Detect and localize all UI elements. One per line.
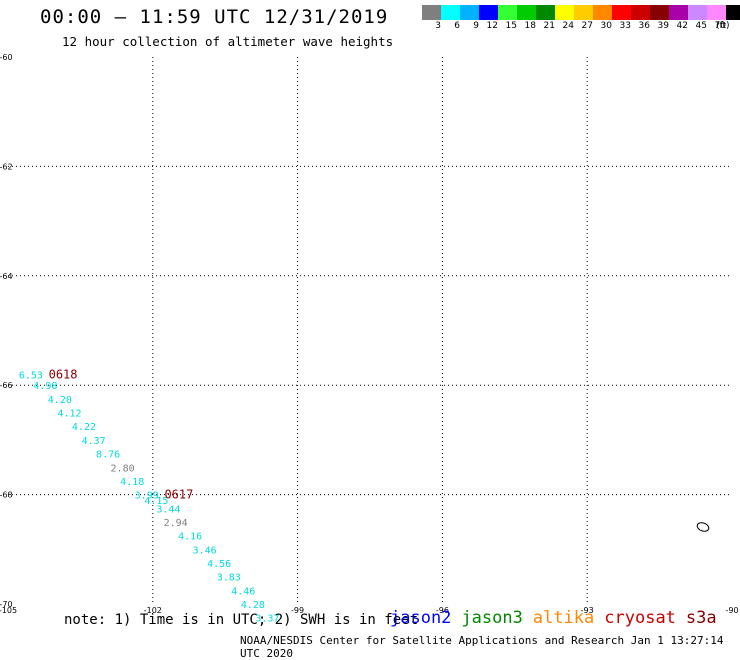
colorbar-label: 21 [543,21,555,31]
swh-value: 4.28 [241,600,265,611]
legend-item-jason3: jason3 [461,608,523,628]
swh-value: 3.99 [135,491,159,502]
colorbar-swatch [707,5,726,20]
lat-tick-label: -66 [0,381,13,390]
colorbar-swatch [441,5,460,20]
lon-tick-label: -96 [436,606,449,615]
swh-value: 3.46 [193,545,217,556]
swh-value: 3.37 [255,614,279,625]
colorbar-label: 9 [473,21,479,31]
swh-value: 4.56 [207,559,231,570]
lon-tick-label: -93 [581,606,594,615]
swh-value: 6.53 [19,370,43,381]
colorbar-swatch [460,5,479,20]
colorbar-label: 45 [695,21,707,31]
swh-value: 8.76 [96,450,120,461]
lon-tick-label: -99 [291,606,304,615]
swh-value: 4.15 [144,496,168,507]
colorbar-swatch [669,5,688,20]
legend-item-cryosat: cryosat [604,608,676,628]
time-label: 0617 [164,488,193,502]
colorbar-swatch [574,5,593,20]
time-label: 0618 [49,367,78,381]
colorbar-swatch [688,5,707,20]
lat-tick-label: -60 [0,53,13,62]
colorbar [422,5,740,20]
swh-value: 4.12 [57,409,81,420]
page-title: 00:00 – 11:59 UTC 12/31/2019 [40,6,389,28]
swh-value: 3.83 [217,573,241,584]
lon-tick-label: -105 [0,606,17,615]
colorbar-unit: (ft) [716,21,730,31]
colorbar-label: 70 [714,21,726,31]
lat-tick-label: -70 [0,600,13,609]
colorbar-swatch [536,5,555,20]
colorbar-label: 6 [454,21,460,31]
colorbar-swatch [650,5,669,20]
colorbar-label: 30 [600,21,612,31]
colorbar-labels: 3 6 9 12 15 18 21 24 27 30 33 36 39 42 45 70 [422,21,726,31]
lat-tick-label: -68 [0,491,13,500]
colorbar-label: 15 [505,21,517,31]
swh-value: 4.18 [120,477,144,488]
legend-item-altika: altika [532,608,595,628]
colorbar-swatch [612,5,631,20]
swh-value: 4.37 [82,436,106,447]
lat-tick-label: -62 [0,162,13,171]
swh-value: 2.94 [164,518,188,529]
lon-tick-label: -90 [725,606,738,615]
colorbar-swatch [555,5,574,20]
island-outline [696,522,710,532]
colorbar-swatch [479,5,498,20]
colorbar-label: 27 [581,21,593,31]
colorbar-label: 42 [676,21,688,31]
colorbar-label: 24 [562,21,574,31]
colorbar-swatch [422,5,441,20]
swh-value: 4.20 [48,395,72,406]
colorbar-label: 39 [657,21,669,31]
footer-note: note: 1) Time is in UTC; 2) SWH is in fe… [64,612,419,628]
colorbar-label: 36 [638,21,650,31]
swh-value: 4.46 [231,586,255,597]
swh-value: 4.16 [178,532,202,543]
colorbar-label: 18 [524,21,536,31]
colorbar-swatch [517,5,536,20]
colorbar-label: 3 [435,21,441,31]
credit-line: NOAA/NESDIS Center for Satellite Applica… [240,634,724,660]
legend-item-s3a: s3a [685,608,717,628]
legend-item-jason2: jason2 [390,608,452,628]
colorbar-label: 33 [619,21,631,31]
satellite-legend: jason2 jason3 altika cryosat s3a [390,608,717,628]
colorbar-label: 12 [486,21,498,31]
colorbar-swatch [498,5,517,20]
lon-tick-label: -102 [144,606,162,615]
page-subtitle: 12 hour collection of altimeter wave hei… [62,34,394,49]
lat-tick-label: -64 [0,272,13,281]
swh-value: 4.98 [33,381,57,392]
colorbar-swatch [593,5,612,20]
colorbar-swatch [631,5,650,20]
swh-value: 3.44 [156,504,180,515]
colorbar-swatch [726,5,740,20]
swh-value: 4.22 [72,422,96,433]
swh-value: 2.80 [111,463,135,474]
